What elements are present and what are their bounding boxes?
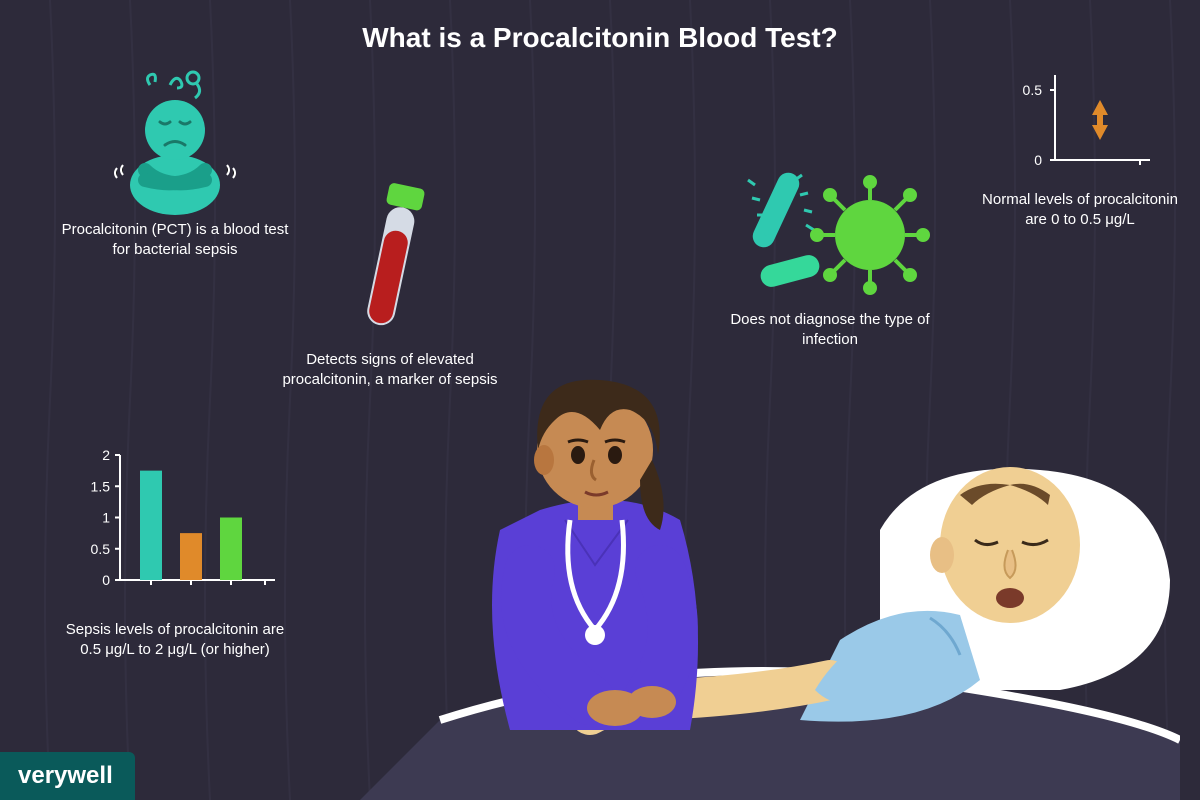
svg-text:1.5: 1.5: [91, 478, 111, 494]
normal-chart-block: 0 0.5 Normal levels of procalcitonin are…: [980, 60, 1180, 231]
sepsis-caption: Sepsis levels of procalcitonin are 0.5 μ…: [55, 620, 295, 661]
sick-person-block: Procalcitonin (PCT) is a blood test for …: [60, 70, 290, 261]
sepsis-chart-icon: 0 0.5 1 1.5 2: [65, 440, 285, 610]
svg-text:0: 0: [102, 572, 110, 588]
sick-caption: Procalcitonin (PCT) is a blood test for …: [60, 220, 290, 261]
normal-chart-icon: 0 0.5: [1000, 60, 1160, 180]
svg-text:2: 2: [102, 447, 110, 463]
normal-caption: Normal levels of procalcitonin are 0 to …: [980, 190, 1180, 231]
main-illustration: [360, 320, 1180, 800]
normal-ytick-1: 0.5: [1023, 82, 1043, 98]
sick-person-icon: [95, 70, 255, 220]
normal-ytick-0: 0: [1034, 152, 1042, 168]
sepsis-chart-block: 0 0.5 1 1.5 2 Sepsis levels of procalcitonin…: [55, 440, 295, 661]
svg-text:1: 1: [102, 510, 110, 526]
microbes-icon: [730, 150, 930, 310]
page-title: What is a Procalcitonin Blood Test?: [0, 22, 1200, 54]
svg-text:0.5: 0.5: [91, 541, 111, 557]
brand-logo: verywell: [0, 752, 135, 800]
